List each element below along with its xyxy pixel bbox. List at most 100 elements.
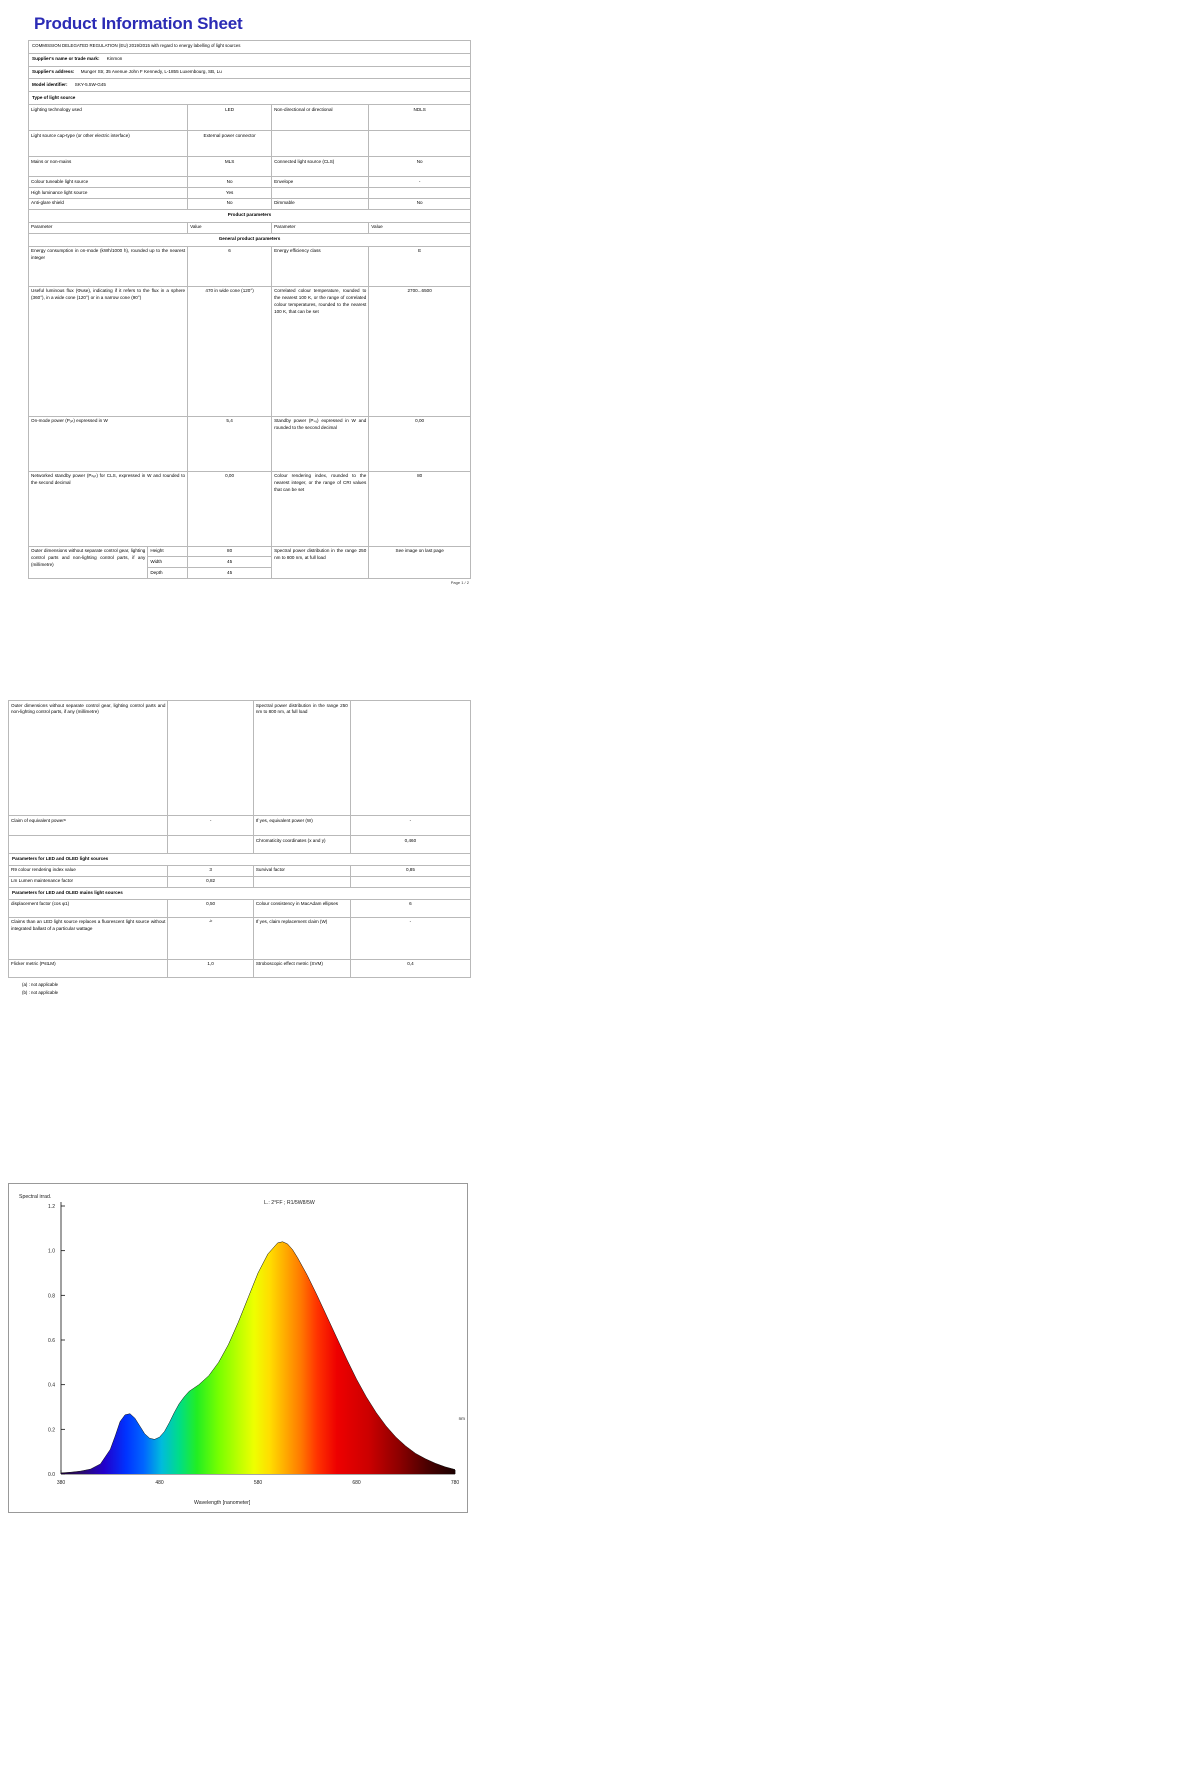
cell-value: - [167, 815, 254, 836]
section-led-oled-label: Parameters for LED and OLED light source… [8, 853, 471, 866]
cell-parameter-2: Chromaticity coordinates (x and y) [252, 835, 351, 854]
table-row: Lighting technology used LED Non-directi… [27, 104, 471, 132]
supplier-name-label: Supplier's name or trade mark: [32, 56, 100, 62]
table-row: Mains or non-mains MLS Connected light s… [27, 156, 471, 178]
plot-tick-labels: 0.0 0.2 0.4 0.6 0.8 1.0 1.2 380 480 580 680 780 [48, 1204, 459, 1486]
cell-value-2: 2700...6500 [368, 285, 471, 417]
supplier-name-value: Kinmon [106, 56, 123, 62]
cell-parameter-2: Energy efficiency class [271, 245, 370, 287]
cell-parameter-2: If yes, equivalent power (W) [252, 815, 351, 836]
cell-parameter-2 [252, 875, 351, 888]
table-row: Claims than an LED light source replaces… [7, 916, 472, 960]
cell-parameter: On-mode power (Pₒₙ) expressed in W [27, 415, 189, 472]
dimensions-label-continued: Outer dimensions without separate contro… [7, 700, 169, 816]
section-type-label: Type of light source [28, 91, 471, 106]
cell-value-2: E [368, 245, 471, 287]
table-row: Claim of equivalent powerᵃ - If yes, equ… [7, 815, 472, 836]
cell-parameter-2: Envelope [271, 176, 370, 189]
svg-text:580: 580 [254, 1480, 263, 1486]
footnote-b: (b) : not applicable [22, 990, 59, 996]
col-header-parameter-2: Parameter [271, 221, 370, 234]
cell-parameter: Useful luminous flux (Φuse), indicating … [27, 285, 189, 417]
section-general-parameters: General product parameters [28, 232, 471, 247]
table-row: Light source cap-type (or other electric… [27, 130, 471, 158]
dimension-name: Depth [147, 567, 189, 580]
cell-value: External power connector [187, 130, 273, 158]
table-row: displacement factor (cos φ1) 0,50 Colour… [7, 898, 472, 918]
cell-parameter: Claim of equivalent powerᵃ [7, 815, 169, 836]
svg-text:380: 380 [57, 1480, 66, 1486]
cell-parameter: Flicker metric (PstLM) [7, 958, 169, 978]
supplier-address-row: Supplier's address: Munger Str, 35 Avenu… [28, 65, 471, 80]
page-footer: Page 1 / 2 [450, 580, 469, 586]
cell-value: MLS [187, 156, 273, 178]
dimension-name: Width [147, 556, 189, 569]
supplier-name-row: Supplier's name or trade mark: Kinmon [28, 52, 471, 67]
cell-parameter: R9 colour rendering index value [7, 864, 169, 877]
table-row: Networked standby power (Pₙₑₜ) for CLS, … [27, 470, 471, 547]
cell-value-2 [368, 187, 471, 199]
dimensions-empty-value [167, 700, 254, 816]
cell-parameter: Networked standby power (Pₙₑₜ) for CLS, … [27, 470, 189, 547]
sheet-two: Outer dimensions without separate contro… [7, 700, 472, 998]
table-row: Chromaticity coordinates (x and y) 0,460 [7, 835, 472, 854]
cell-value: 3 [167, 864, 254, 877]
cell-parameter-2: Non-directional or directional [271, 104, 370, 132]
cell-parameter-2: Colour consistency in MacAdam ellipses [252, 898, 351, 918]
section-type-of-light-source: Type of light source [28, 91, 471, 106]
spectral-power-distribution-chart: Spectral irrad. L.: 2°FF ; R1/5W8/5W Wav… [8, 1183, 468, 1513]
cell-value-2: - [349, 815, 472, 836]
cell-value: 0,82 [167, 875, 254, 888]
spectrum-plot: 0.0 0.2 0.4 0.6 0.8 1.0 1.2 380 480 580 680 780 [48, 1202, 459, 1486]
cell-value-2: - [349, 916, 472, 960]
spd-label: Spectral power distribution in the range… [271, 545, 370, 580]
cell-parameter: Claims than an LED light source replaces… [7, 916, 169, 960]
col-header-value-2: Value [368, 221, 471, 234]
cell-parameter-2: Colour rendering index, rounded to the n… [271, 470, 370, 547]
cell-parameter: displacement factor (cos φ1) [7, 898, 169, 918]
table-row: Lm Lumen maintenance factor 0,82 [7, 875, 472, 888]
cell-value: LED [187, 104, 273, 132]
spectrum-area [61, 1241, 455, 1474]
cell-value: No [187, 176, 273, 189]
product-information-table: COMMISSION DELEGATED REGULATION (EU) 201… [27, 40, 471, 580]
chart-right-label: nm [458, 1416, 465, 1421]
cell-value: -ᵇ [167, 916, 254, 960]
section-product-parameters: Product parameters [28, 208, 471, 223]
chart-title: L.: 2°FF ; R1/5W8/5W [264, 1200, 315, 1206]
supplier-address-label: Supplier's address: [32, 69, 75, 74]
dimension-name: Height [147, 545, 189, 558]
dimensions-row-depth: Depth 45 [29, 567, 471, 580]
table-row: On-mode power (Pₒₙ) expressed in W 5,4 S… [27, 415, 471, 472]
svg-text:0.8: 0.8 [48, 1293, 55, 1299]
cell-parameter: Mains or non-mains [27, 156, 189, 178]
model-identifier-row: Model identifier: SKY-5.5W-G45 [28, 78, 471, 93]
svg-text:780: 780 [451, 1480, 460, 1486]
dimension-value: 80 [187, 545, 273, 558]
section-led-oled: Parameters for LED and OLED light source… [8, 853, 471, 866]
cell-value-2: 0,460 [349, 835, 472, 854]
cell-parameter-2: Correlated colour temperature, rounded t… [271, 285, 370, 417]
cell-parameter-2: Dimmable [271, 197, 370, 210]
dimensions-row-width: Width 45 [29, 556, 471, 569]
cell-value-2: 0,00 [368, 415, 471, 472]
cell-parameter-2 [271, 187, 370, 199]
regulation-row: COMMISSION DELEGATED REGULATION (EU) 201… [28, 40, 471, 54]
chart-x-axis-label: Wavelength [nanometer] [194, 1500, 251, 1506]
table-row: High luminance light source Yes [27, 187, 471, 199]
dimensions-row-height: Outer dimensions without separate contro… [27, 545, 471, 580]
cell-parameter: Colour tuneable light source [27, 176, 189, 189]
table-row: Colour tuneable light source No Envelope… [27, 176, 471, 189]
cell-value-2: No [368, 156, 471, 178]
table-row: Energy consumption in on-mode (kWh/1000 … [27, 245, 471, 287]
cell-parameter-2: Stroboscopic effect metric (SVM) [252, 958, 351, 978]
dimension-value: 45 [187, 567, 273, 580]
svg-text:0.6: 0.6 [48, 1338, 55, 1344]
cell-parameter: Energy consumption in on-mode (kWh/1000 … [27, 245, 189, 287]
svg-text:1.2: 1.2 [48, 1204, 55, 1210]
dimensions-continued-row: Outer dimensions without separate contro… [7, 700, 472, 816]
cell-value-2: No [368, 197, 471, 210]
cell-value: No [187, 197, 273, 210]
col-header-parameter: Parameter [27, 221, 189, 234]
cell-value [167, 835, 254, 854]
